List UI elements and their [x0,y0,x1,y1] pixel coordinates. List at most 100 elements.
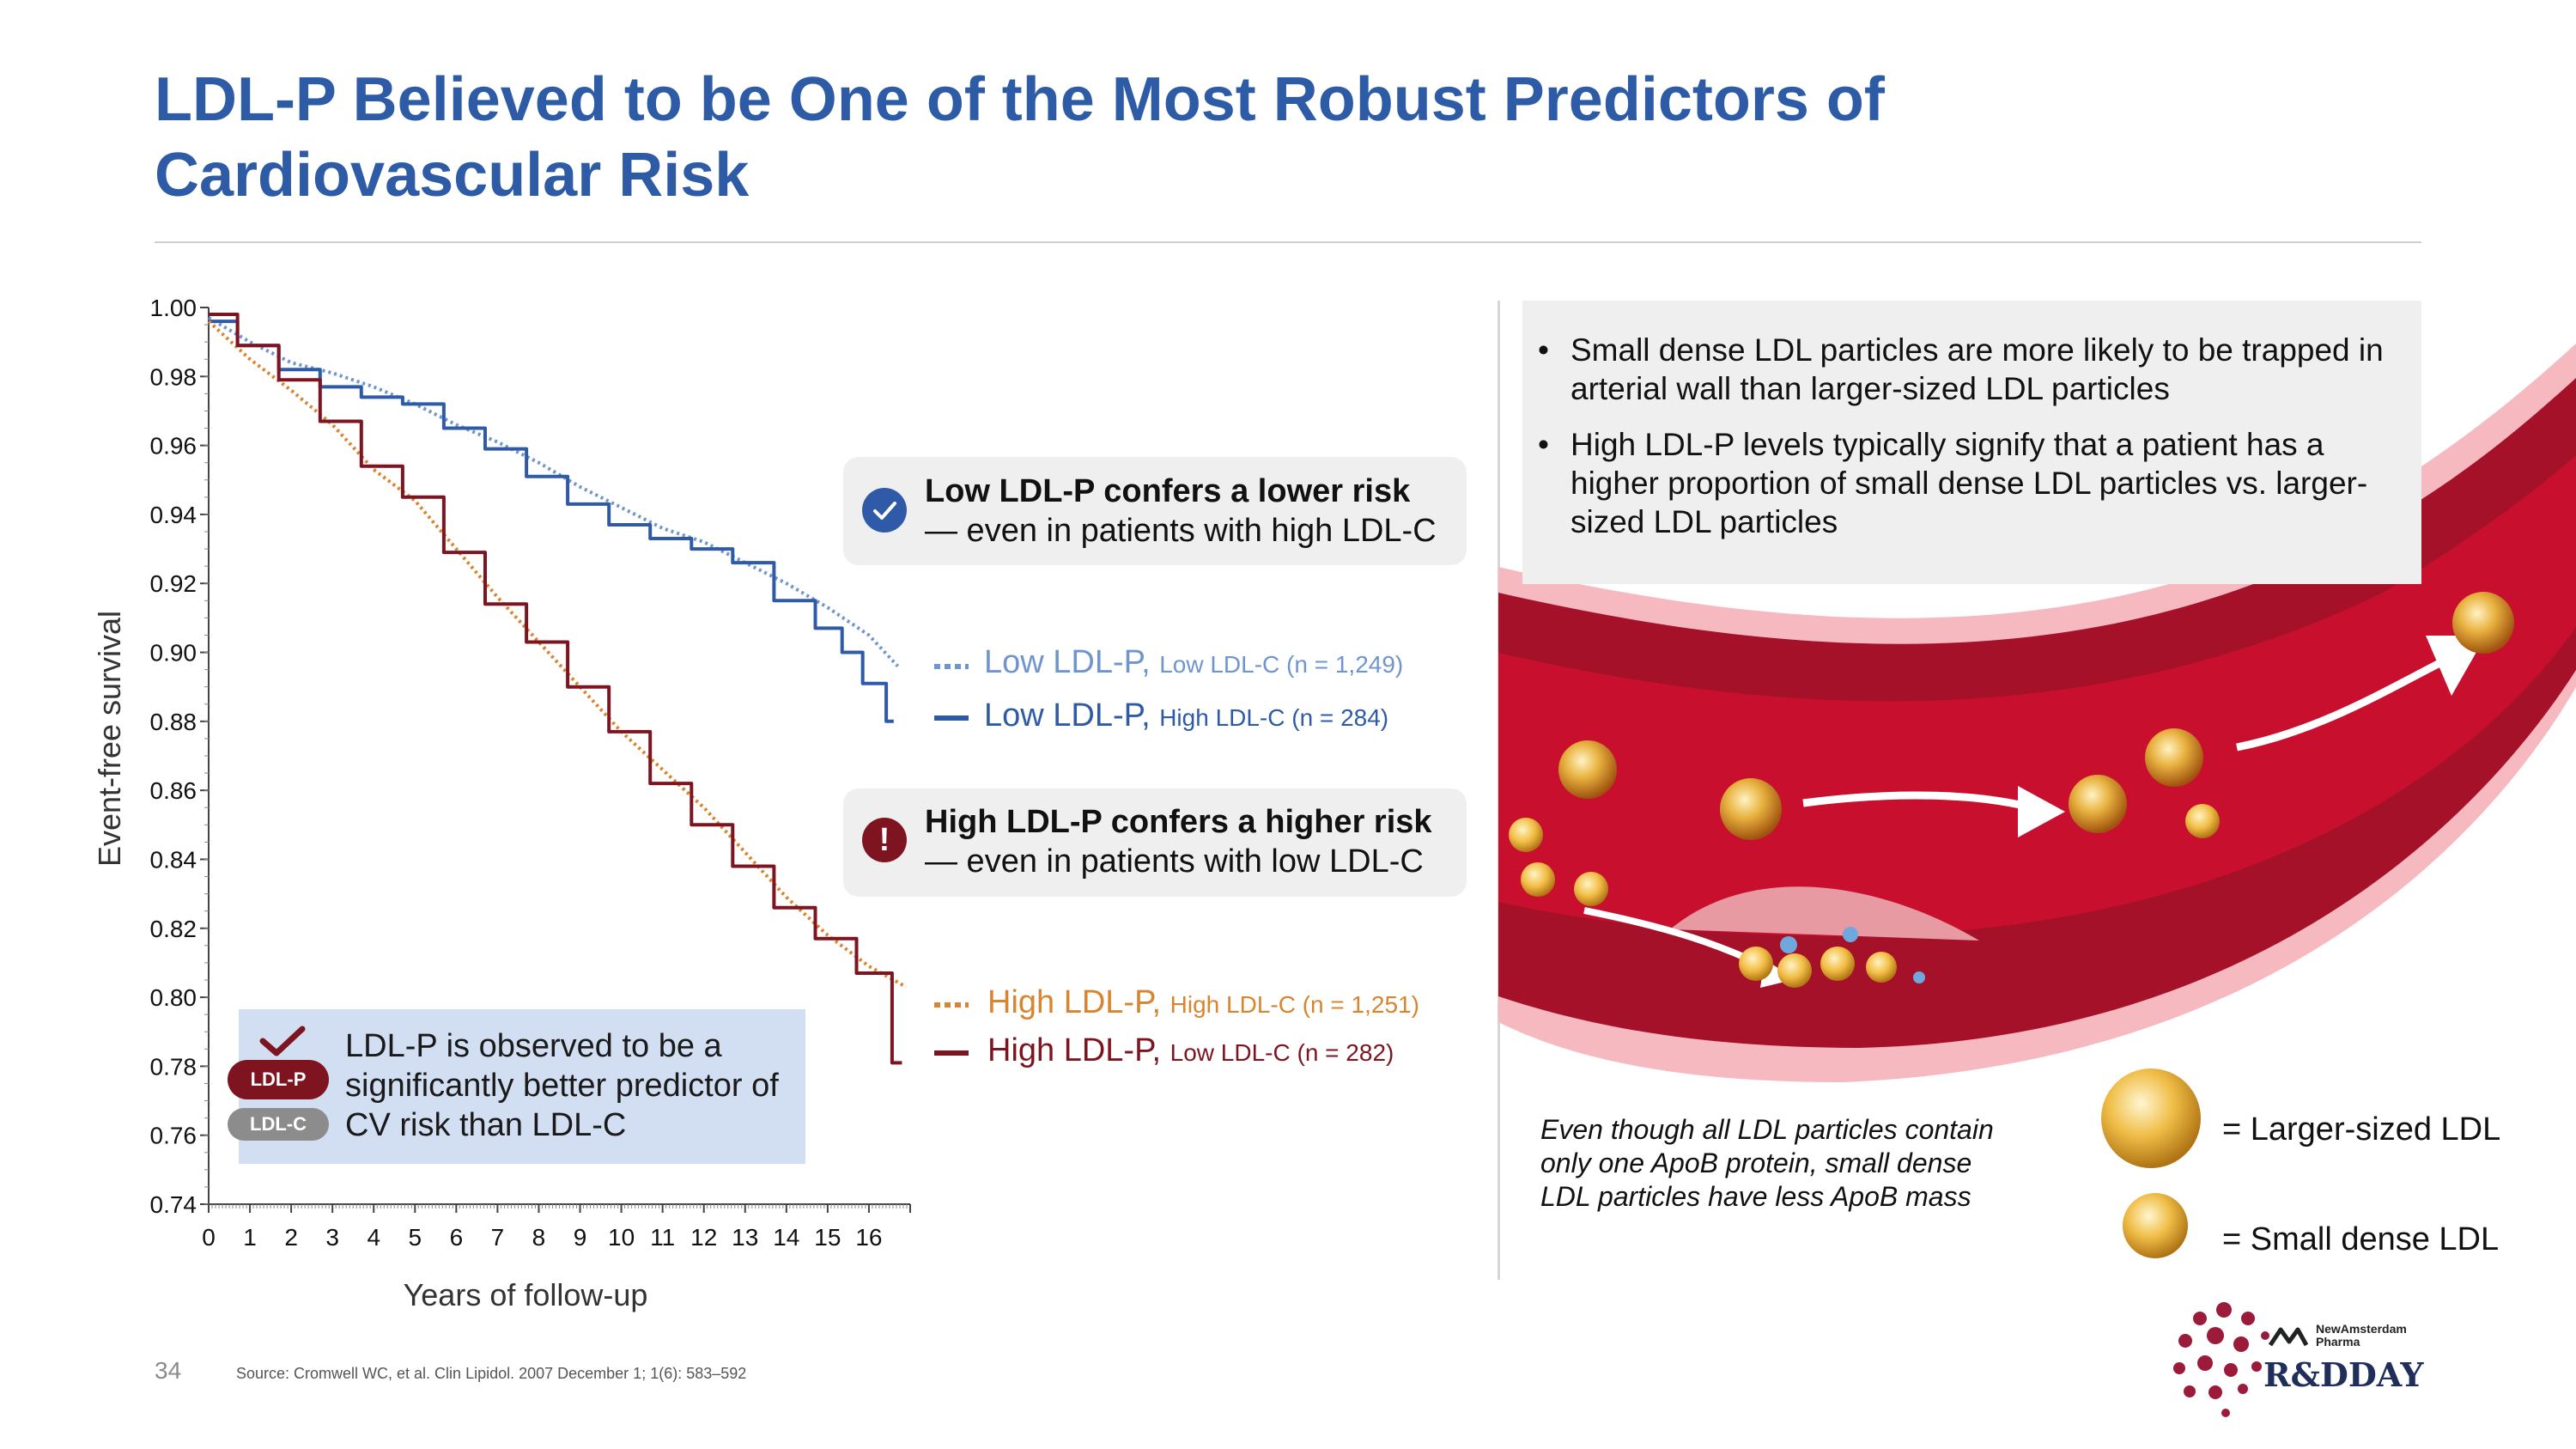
small-ldl-particle [2185,804,2220,838]
artery-illustration [1498,344,2576,1082]
legend-swatch-high-high [934,1002,969,1008]
x-tick-label: 1 [243,1224,257,1251]
small-ldl-particle [1739,947,1773,981]
bullet-1: • Small dense LDL particles are more lik… [1538,331,2398,408]
y-tick-label: 0.80 [150,984,197,1011]
plaque [1670,886,1979,941]
bullet-2-text: High LDL-P levels typically signify that… [1571,427,2368,539]
x-tick-label: 12 [690,1224,717,1251]
exclamation-circle-icon: ! [862,818,907,862]
source-citation: Source: Cromwell WC, et al. Clin Lipidol… [236,1365,747,1382]
kaplan-meier-chart: Event-free survival Years of follow-up 1… [92,295,911,1312]
legend-high-low-main: High LDL-P, [987,1032,1162,1068]
y-tick-label: 0.86 [150,777,197,804]
macrophage-cell [1913,971,1925,983]
flow-arrow [1802,791,2032,812]
bullets-box: • Small dense LDL particles are more lik… [1522,301,2421,584]
y-tick-label: 0.88 [150,709,197,735]
legend-high-high: High LDL-P, High LDL-C (n = 1,251) [987,984,1419,1021]
flow-arrow-head [2018,786,2065,837]
series-line-2 [207,320,908,989]
high-risk-callout-sub: — even in patients with low LDL-C [925,843,1424,880]
macrophage-cell [1843,927,1858,942]
large-ldl-particle [2452,592,2514,654]
bullet-1-text: Small dense LDL particles are more likel… [1571,332,2384,406]
legend-low-high-sub: High LDL-C (n = 284) [1159,704,1389,731]
low-risk-callout-sub: — even in patients with high LDL-C [925,513,1437,549]
title-divider [155,241,2421,243]
y-tick-label: 0.82 [150,916,197,942]
x-tick-label: 16 [855,1224,882,1251]
legend-swatch-low-high [934,715,969,721]
small-ldl-particle [1820,947,1855,981]
y-tick-label: 0.84 [150,846,197,873]
x-tick-label: 5 [409,1224,422,1251]
check-mark-icon [259,1026,306,1056]
y-tick-label: 0.92 [150,570,197,597]
ldlp-pill: LDL-P [228,1060,329,1099]
predictor-info-text: LDL-P is observed to be a significantly … [345,1028,779,1143]
legend-low-low-main: Low LDL-P, [984,644,1151,680]
legend-high-low: High LDL-P, Low LDL-C (n = 282) [987,1032,1394,1069]
legend-high-low-sub: Low LDL-C (n = 282) [1170,1039,1394,1066]
y-tick-label: 0.98 [150,363,197,390]
x-tick-label: 9 [574,1224,587,1251]
logo-dots-mark [2173,1302,2269,1417]
legend-low-low: Low LDL-P, Low LDL-C (n = 1,249) [984,644,1403,681]
high-risk-callout-title: High LDL-P confers a higher risk [925,804,1432,840]
x-tick-label: 7 [491,1224,505,1251]
x-tick-label: 13 [732,1224,758,1251]
high-risk-callout [843,788,1467,897]
x-tick-label: 11 [650,1224,675,1251]
small-ldl-particle [1777,953,1812,988]
small-dense-ldl-icon [2123,1193,2188,1258]
y-tick-label: 0.94 [150,502,197,528]
y-tick-label: 0.76 [150,1123,197,1149]
y-tick-label: 0.78 [150,1053,197,1080]
apob-note: Even though all LDL particles contain on… [1540,1114,1994,1212]
x-tick-label: 14 [773,1224,799,1251]
bullet-2: • High LDL-P levels typically signify th… [1538,425,2398,541]
series-line-0 [207,316,900,667]
y-tick-label: 0.90 [150,640,197,667]
legend-high-high-sub: High LDL-C (n = 1,251) [1170,991,1419,1018]
series-line-1 [209,320,894,723]
small-ldl-particle [1866,952,1897,983]
x-tick-label: 8 [532,1224,546,1251]
newamsterdam-logo-icon [2268,1327,2309,1347]
x-tick-label: 0 [202,1224,216,1251]
logo-brand: NewAmsterdam Pharma [2316,1322,2407,1349]
large-ldl-particle [1558,740,1617,799]
series-line-3 [209,313,902,1065]
low-risk-callout-title: Low LDL-P confers a lower risk [925,473,1411,509]
x-tick-label: 6 [450,1224,464,1251]
x-tick-label: 10 [608,1224,635,1251]
larger-ldl-label: = Larger-sized LDL [2222,1111,2501,1148]
x-tick-label: 3 [325,1224,339,1251]
legend-swatch-low-low [934,664,969,669]
page-number: 34 [155,1357,182,1384]
low-risk-callout [843,457,1467,565]
y-tick-label: 0.96 [150,433,197,460]
macrophage-cell [1780,936,1797,953]
legend-swatch-high-low [934,1050,969,1056]
x-axis-title: Years of follow-up [404,1277,648,1312]
y-axis-title: Event-free survival [92,611,127,867]
larger-sized-ldl-icon [2101,1068,2201,1168]
particle-legend-icons [2101,1068,2201,1258]
ldlc-pill: LDL-C [228,1108,329,1141]
large-ldl-particle [2145,728,2203,787]
large-ldl-particle [1720,778,1782,840]
small-ldl-particle [1509,818,1543,852]
predictor-info-box [239,1009,805,1164]
legend-low-high-main: Low LDL-P, [984,697,1151,734]
y-tick-label: 0.74 [150,1191,197,1218]
logo-event: R&DDAY [2263,1355,2424,1394]
small-ldl-particle [1574,872,1608,906]
small-ldl-particle [1521,862,1555,897]
x-tick-label: 15 [814,1224,841,1251]
x-tick-label: 4 [367,1224,380,1251]
y-tick-label: 1.00 [150,295,197,321]
legend-low-low-sub: Low LDL-C (n = 1,249) [1159,651,1404,678]
legend-high-high-main: High LDL-P, [987,984,1162,1020]
